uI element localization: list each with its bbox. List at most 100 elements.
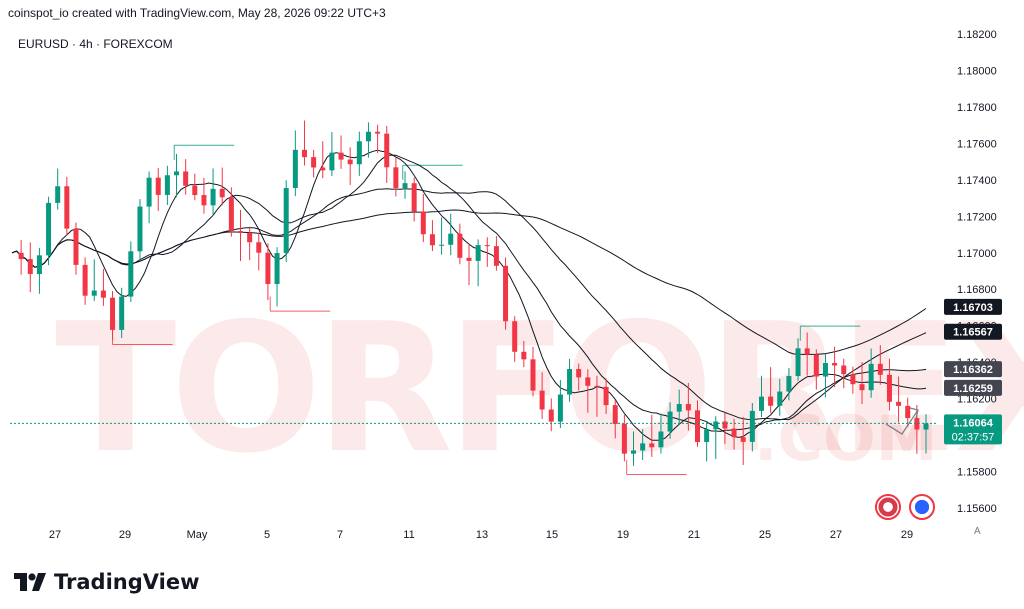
candle-body (55, 186, 61, 203)
candle-body (777, 391, 783, 406)
chart-header-title: coinspot_io created with TradingView.com… (8, 6, 386, 20)
candle-body (301, 149, 307, 158)
candle-body (530, 359, 536, 391)
candle-body (795, 348, 801, 377)
ma-badge-1: 1.16703 (953, 302, 993, 314)
candle-body (868, 363, 874, 391)
candle-body (621, 423, 627, 454)
time-axis: 27 29 May 5 7 11 13 15 19 21 25 27 29 (49, 529, 913, 541)
ma-badge-1-bg (944, 298, 1002, 315)
price-tick-label: 1.18200 (957, 29, 997, 41)
candle-body (201, 195, 207, 206)
candle-body (228, 197, 234, 232)
candle-body (877, 363, 883, 375)
candle-body (704, 429, 710, 443)
moving-average-line (11, 154, 927, 432)
time-tick-label: May (187, 529, 208, 541)
candle-body (813, 354, 819, 377)
candle-body (73, 228, 79, 265)
candle-body (210, 188, 216, 206)
candle-body (238, 231, 243, 233)
moving-averages (11, 149, 927, 441)
candle-body (758, 396, 764, 411)
projection-arrow-icon (885, 407, 919, 435)
candle-body (119, 296, 125, 330)
candle-body (411, 183, 417, 212)
price-tick-label: 1.15800 (957, 467, 997, 479)
candle-body (484, 245, 490, 247)
candle-body (649, 443, 655, 448)
ma-badge-3-bg (944, 361, 1002, 378)
candle-body (503, 265, 509, 322)
candle-body (457, 233, 463, 258)
candle-body (36, 255, 42, 275)
time-tick-label: 19 (617, 529, 629, 541)
ma-badge-3: 1.16362 (953, 364, 993, 376)
candle-body (356, 141, 362, 165)
candle-body (265, 252, 271, 285)
candle-body (64, 186, 70, 229)
candle-body (548, 409, 554, 422)
price-tick-label: 1.17000 (957, 248, 997, 260)
candle-body (713, 421, 719, 430)
candle-body (804, 348, 810, 355)
candle-body (183, 171, 189, 186)
time-tick-label: 27 (830, 529, 842, 541)
candle-body (841, 365, 847, 375)
candle-body (521, 351, 527, 360)
us-flag-icon[interactable] (875, 494, 901, 520)
time-tick-label: 29 (119, 529, 131, 541)
candle-body (886, 374, 892, 402)
candle-body (283, 188, 289, 254)
time-tick-label: 27 (49, 529, 61, 541)
candle-body (393, 167, 399, 188)
price-tick-label: 1.17200 (957, 211, 997, 223)
candle-body (640, 443, 646, 451)
candle-body (329, 152, 335, 171)
brand-name: TradingView (54, 570, 200, 594)
time-tick-label: 21 (688, 529, 700, 541)
candle-body (429, 234, 435, 246)
candle-body (923, 423, 929, 430)
countdown-timer: 02:37:57 (952, 431, 995, 443)
candle-body (146, 177, 152, 207)
time-tick-label: 13 (476, 529, 488, 541)
candle-body (219, 188, 225, 198)
eu-flag-icon[interactable] (909, 494, 935, 520)
candle-body (512, 321, 518, 352)
candle-body (585, 377, 591, 386)
candle-body (631, 450, 637, 454)
price-tick-label: 1.17400 (957, 175, 997, 187)
price-chart[interactable]: 1.18200 1.18000 1.17800 1.17600 1.17400 1.172… (0, 0, 1024, 562)
time-tick-label: 25 (759, 529, 771, 541)
candle-body (256, 242, 262, 253)
candle-body (695, 410, 700, 443)
candle-body (100, 290, 106, 298)
candle-body (466, 257, 472, 261)
candle-body (740, 437, 746, 442)
candle-body (685, 404, 691, 411)
brand[interactable]: TradingView (14, 570, 199, 594)
time-tick-label: 29 (901, 529, 913, 541)
candle-body (292, 149, 298, 189)
price-tick-label: 1.17600 (957, 138, 997, 150)
candle-body (18, 252, 24, 260)
candle-body (557, 394, 563, 422)
auto-scale-button[interactable]: A (974, 526, 981, 537)
time-tick-label: 15 (546, 529, 558, 541)
price-tick-label: 1.18000 (957, 65, 997, 77)
candle-body (82, 264, 88, 296)
candle-body (137, 206, 143, 252)
time-tick-label: 5 (264, 529, 270, 541)
candle-body (420, 211, 426, 235)
price-tick-label: 1.17800 (957, 102, 997, 114)
candle-body (375, 131, 381, 134)
symbol-label[interactable]: EURUSD · 4h · FOREXCOM (18, 37, 173, 51)
ma-badge-4-bg (944, 379, 1002, 396)
candle-body (567, 369, 573, 395)
candle-body (832, 363, 838, 366)
candle-body (174, 171, 180, 176)
candle-body (274, 253, 280, 285)
candle-body (612, 405, 618, 424)
price-tick-label: 1.15600 (957, 503, 997, 515)
